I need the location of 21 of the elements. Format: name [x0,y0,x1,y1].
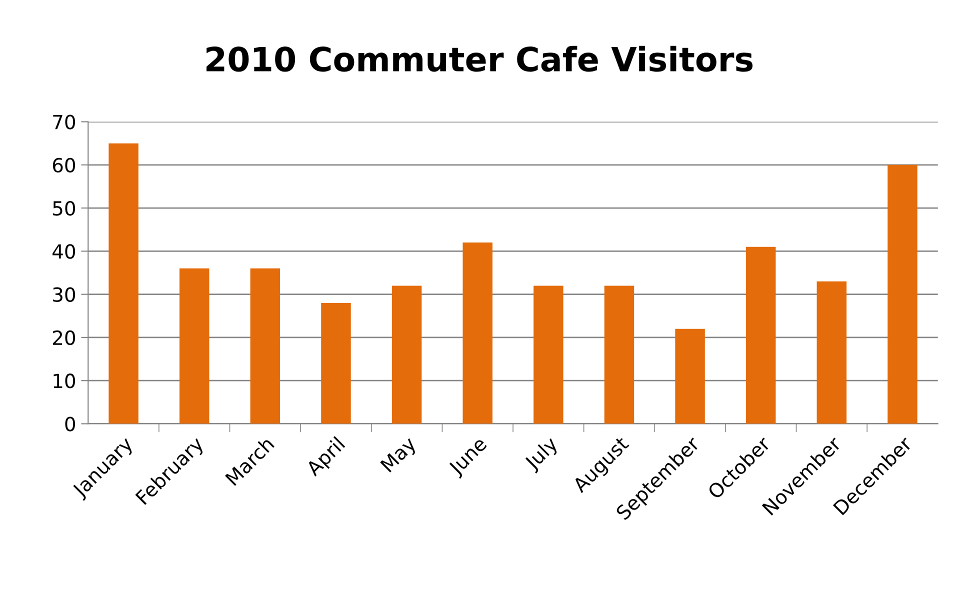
y-tick-label: 30 [53,287,76,302]
y-tick-label: 50 [53,200,76,216]
bar [534,286,564,424]
bar [321,302,351,424]
bar [604,286,634,424]
bar [675,328,705,424]
bar [462,242,492,424]
y-tick-label: 20 [53,330,76,346]
bar [392,286,422,424]
bar [179,268,210,424]
bar [746,246,776,424]
y-tick-label: 0 [65,416,76,432]
y-tick-label: 70 [53,114,76,130]
bar [816,281,847,424]
chart-title: 2010 Commuter Cafe Visitors [206,46,753,72]
y-tick-label: 10 [54,374,76,388]
y-tick-label: 40 [52,244,76,259]
bar [108,143,138,424]
y-tick-label: 60 [52,158,76,173]
bar [250,268,280,424]
bar [888,164,918,424]
